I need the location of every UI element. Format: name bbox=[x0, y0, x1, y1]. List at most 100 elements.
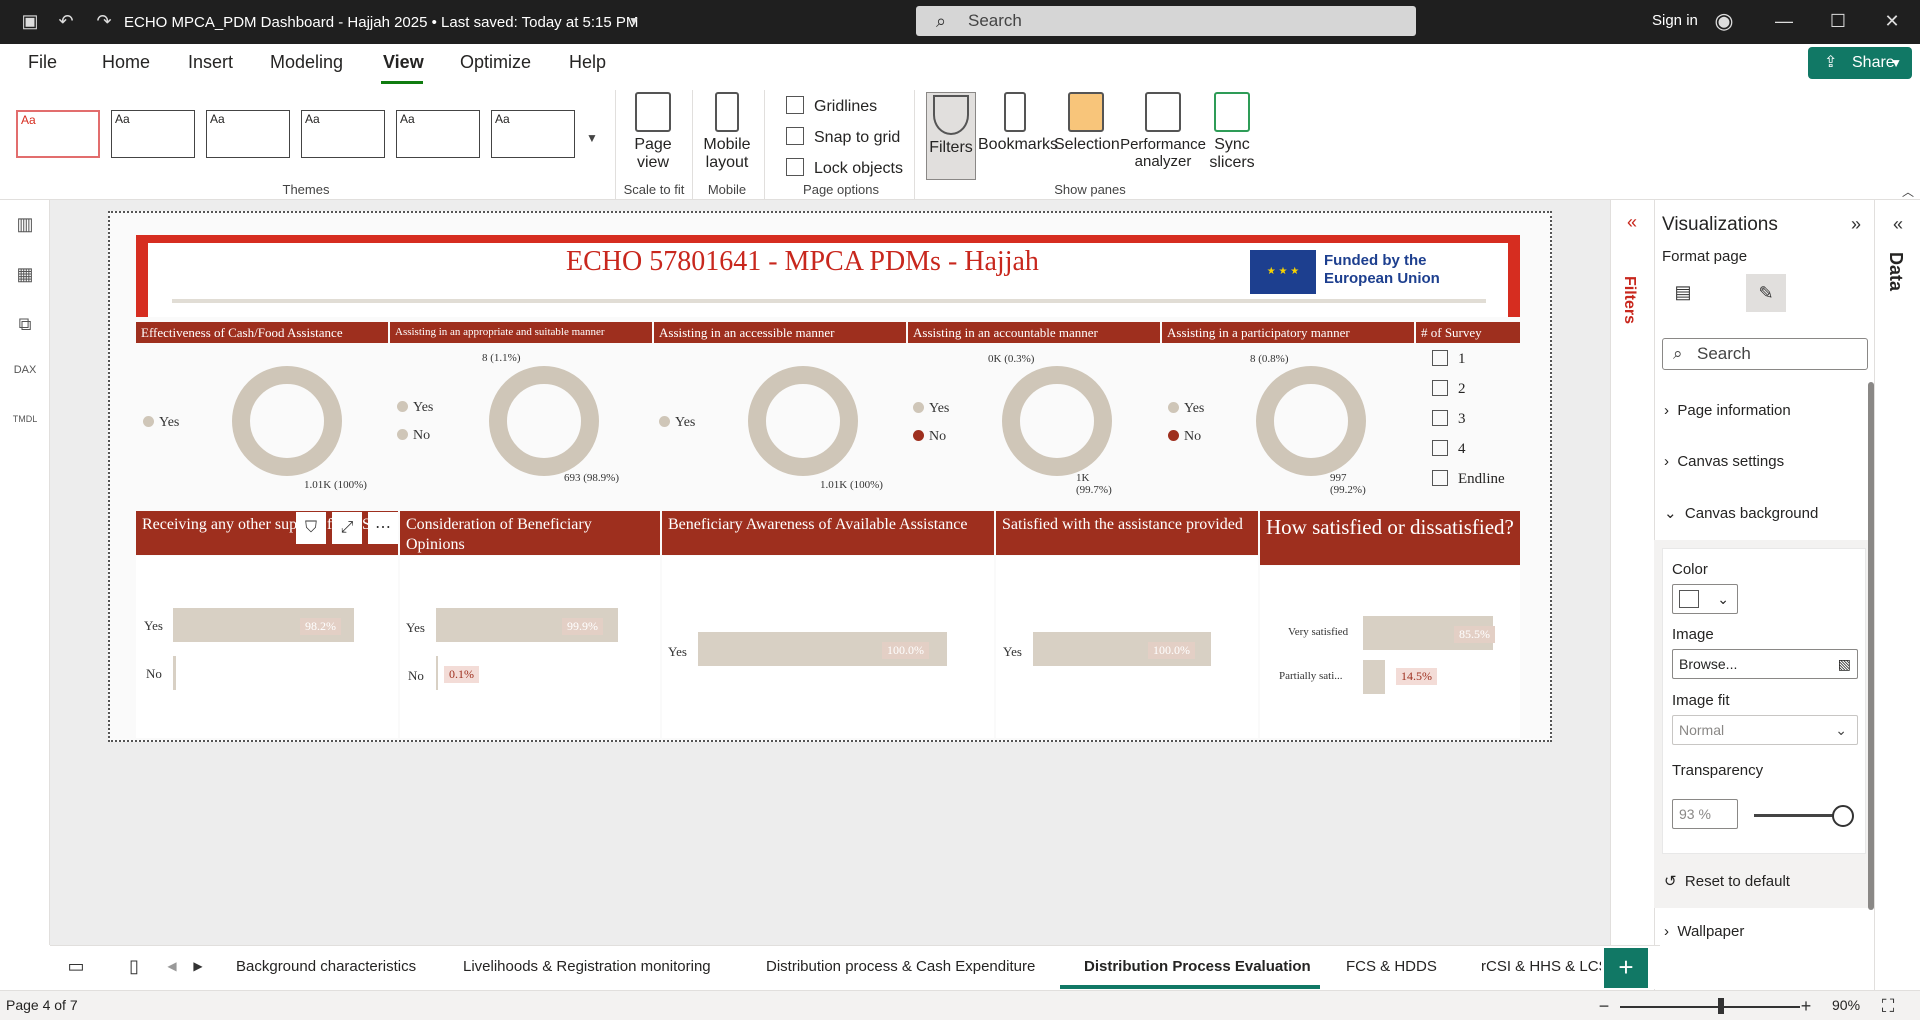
section-canvas-settings[interactable]: › Canvas settings bbox=[1664, 453, 1785, 470]
donut-chart[interactable] bbox=[1002, 366, 1112, 476]
page-tab[interactable]: rCSI & HHS & LCS bbox=[1481, 958, 1601, 975]
menu-insert[interactable]: Insert bbox=[188, 52, 234, 72]
transparency-input[interactable]: 93 % bbox=[1672, 799, 1738, 829]
expand-data-icon[interactable]: « bbox=[1892, 214, 1903, 234]
section-canvas-background[interactable]: ⌄ Canvas background bbox=[1664, 505, 1819, 522]
slicer-option[interactable]: 1 bbox=[1432, 350, 1466, 368]
more-options-icon[interactable]: ⋯ bbox=[368, 512, 398, 544]
transparency-slider-track[interactable] bbox=[1754, 814, 1848, 817]
theme-option-2[interactable]: Aa bbox=[111, 110, 195, 158]
image-browse-field[interactable]: Browse... ▧ bbox=[1672, 649, 1858, 679]
table-view-icon[interactable]: ▦ bbox=[16, 264, 34, 284]
filters-pane[interactable] bbox=[1610, 200, 1654, 945]
redo-icon[interactable]: ↷ bbox=[96, 11, 112, 31]
tmdl-view-icon[interactable]: TMDL bbox=[12, 414, 38, 424]
donut-chart[interactable] bbox=[232, 366, 342, 476]
model-view-icon[interactable]: ⧉ bbox=[18, 314, 32, 334]
legend-item[interactable]: No bbox=[913, 429, 946, 445]
bookmarks-button[interactable]: Bookmarks bbox=[978, 92, 1058, 154]
legend-item[interactable]: Yes bbox=[913, 401, 949, 417]
reset-to-default-link[interactable]: ↺ Reset to default bbox=[1664, 873, 1790, 890]
section-wallpaper[interactable]: › Wallpaper bbox=[1664, 923, 1745, 940]
add-page-button[interactable]: + bbox=[1604, 948, 1648, 988]
search-box[interactable]: ⌕ Search bbox=[916, 6, 1416, 36]
menu-optimize[interactable]: Optimize bbox=[460, 52, 532, 72]
zoom-slider-track[interactable] bbox=[1620, 1006, 1800, 1008]
zoom-out-icon[interactable]: − bbox=[1598, 996, 1610, 1016]
image-fit-dropdown[interactable]: Normal ⌄ bbox=[1672, 715, 1858, 745]
bar[interactable] bbox=[1363, 660, 1385, 694]
mobile-layout-button[interactable]: Mobile layout bbox=[700, 92, 754, 172]
menu-file[interactable]: File bbox=[28, 52, 58, 72]
window-title[interactable]: ECHO MPCA_PDM Dashboard - Hajjah 2025 • … bbox=[124, 14, 639, 31]
page-tab[interactable]: Background characteristics bbox=[236, 958, 417, 975]
performance-analyzer-button[interactable]: Performance analyzer bbox=[1120, 92, 1206, 170]
account-icon[interactable]: ◉ bbox=[1714, 8, 1734, 33]
pane-scrollbar[interactable] bbox=[1868, 382, 1874, 910]
slicer-option[interactable]: Endline bbox=[1432, 470, 1505, 488]
slicer-option[interactable]: 4 bbox=[1432, 440, 1466, 458]
bar-chart[interactable] bbox=[136, 556, 398, 738]
section-page-information[interactable]: › Page information bbox=[1664, 402, 1791, 419]
report-view-icon[interactable]: ▥ bbox=[16, 214, 34, 234]
theme-option-6[interactable]: Aa bbox=[491, 110, 575, 158]
title-dropdown-icon[interactable]: ▼ bbox=[628, 14, 640, 28]
expand-filters-icon[interactable]: « bbox=[1626, 212, 1637, 232]
page-tab[interactable]: Livelihoods & Registration monitoring bbox=[463, 958, 711, 975]
page-tab-active[interactable]: Distribution Process Evaluation bbox=[1084, 958, 1311, 975]
lock-objects-checkbox[interactable]: Lock objects bbox=[786, 158, 903, 178]
filters-pane-label[interactable]: Filters bbox=[1621, 276, 1638, 325]
pane-search-input[interactable]: ⌕ Search bbox=[1662, 338, 1868, 370]
save-icon[interactable]: ▣ bbox=[21, 11, 39, 31]
build-visual-icon[interactable]: ▤ bbox=[1674, 282, 1692, 302]
snap-to-grid-checkbox[interactable]: Snap to grid bbox=[786, 127, 900, 147]
menu-view[interactable]: View bbox=[383, 52, 424, 72]
bar-chart[interactable] bbox=[1260, 566, 1520, 738]
menu-modeling[interactable]: Modeling bbox=[270, 52, 344, 72]
transparency-slider-thumb[interactable] bbox=[1832, 805, 1854, 827]
focus-mode-icon[interactable]: ⤢ bbox=[332, 512, 362, 544]
close-icon[interactable]: ✕ bbox=[1884, 11, 1900, 31]
minimize-icon[interactable]: — bbox=[1775, 11, 1793, 31]
zoom-slider-thumb[interactable] bbox=[1718, 998, 1724, 1014]
themes-expand-icon[interactable]: ▼ bbox=[586, 131, 598, 145]
sync-slicers-button[interactable]: Sync slicers bbox=[1208, 92, 1256, 172]
page-tab[interactable]: Distribution process & Cash Expenditure bbox=[766, 958, 1036, 975]
data-pane-label[interactable]: Data bbox=[1886, 252, 1906, 292]
theme-option-3[interactable]: Aa bbox=[206, 110, 290, 158]
donut-chart[interactable] bbox=[489, 366, 599, 476]
filter-icon[interactable]: ⛉ bbox=[296, 512, 326, 544]
theme-option-1[interactable]: Aa bbox=[16, 110, 100, 158]
slicer-option[interactable]: 2 bbox=[1432, 380, 1466, 398]
desktop-layout-icon[interactable]: ▭ bbox=[67, 956, 85, 976]
data-pane[interactable] bbox=[1874, 200, 1920, 990]
page-tab[interactable]: FCS & HDDS bbox=[1346, 958, 1437, 975]
legend-item[interactable]: Yes bbox=[1168, 401, 1204, 417]
undo-icon[interactable]: ↶ bbox=[58, 11, 74, 31]
slicer-option[interactable]: 3 bbox=[1432, 410, 1466, 428]
theme-option-4[interactable]: Aa bbox=[301, 110, 385, 158]
tabs-scroll-left-icon[interactable]: ◀ bbox=[167, 959, 177, 973]
zoom-in-icon[interactable]: + bbox=[1800, 996, 1812, 1016]
page-view-button[interactable]: Page view bbox=[628, 92, 678, 172]
dax-query-icon[interactable]: DAX bbox=[13, 364, 37, 376]
color-picker[interactable]: ⌄ bbox=[1672, 584, 1738, 614]
mobile-layout-icon[interactable]: ▯ bbox=[129, 956, 139, 976]
share-button[interactable]: ⇪ Share ▼ bbox=[1808, 47, 1912, 79]
collapse-pane-icon[interactable]: » bbox=[1850, 214, 1861, 234]
donut-chart[interactable] bbox=[748, 366, 858, 476]
bar-chart[interactable] bbox=[400, 556, 660, 738]
gridlines-checkbox[interactable]: Gridlines bbox=[786, 96, 877, 116]
bar[interactable] bbox=[173, 656, 176, 690]
legend-item[interactable]: No bbox=[397, 428, 430, 444]
fit-to-page-icon[interactable]: ⛶ bbox=[1881, 996, 1895, 1016]
bar[interactable] bbox=[436, 656, 438, 690]
legend-item[interactable]: Yes bbox=[397, 400, 433, 416]
filters-button[interactable]: Filters bbox=[926, 92, 976, 180]
maximize-icon[interactable]: ☐ bbox=[1829, 11, 1847, 31]
selection-button[interactable]: Selection bbox=[1054, 92, 1120, 154]
legend-item[interactable]: Yes bbox=[659, 415, 695, 431]
format-page-icon[interactable]: ✎ bbox=[1746, 274, 1786, 312]
donut-chart[interactable] bbox=[1256, 366, 1366, 476]
menu-help[interactable]: Help bbox=[569, 52, 607, 72]
